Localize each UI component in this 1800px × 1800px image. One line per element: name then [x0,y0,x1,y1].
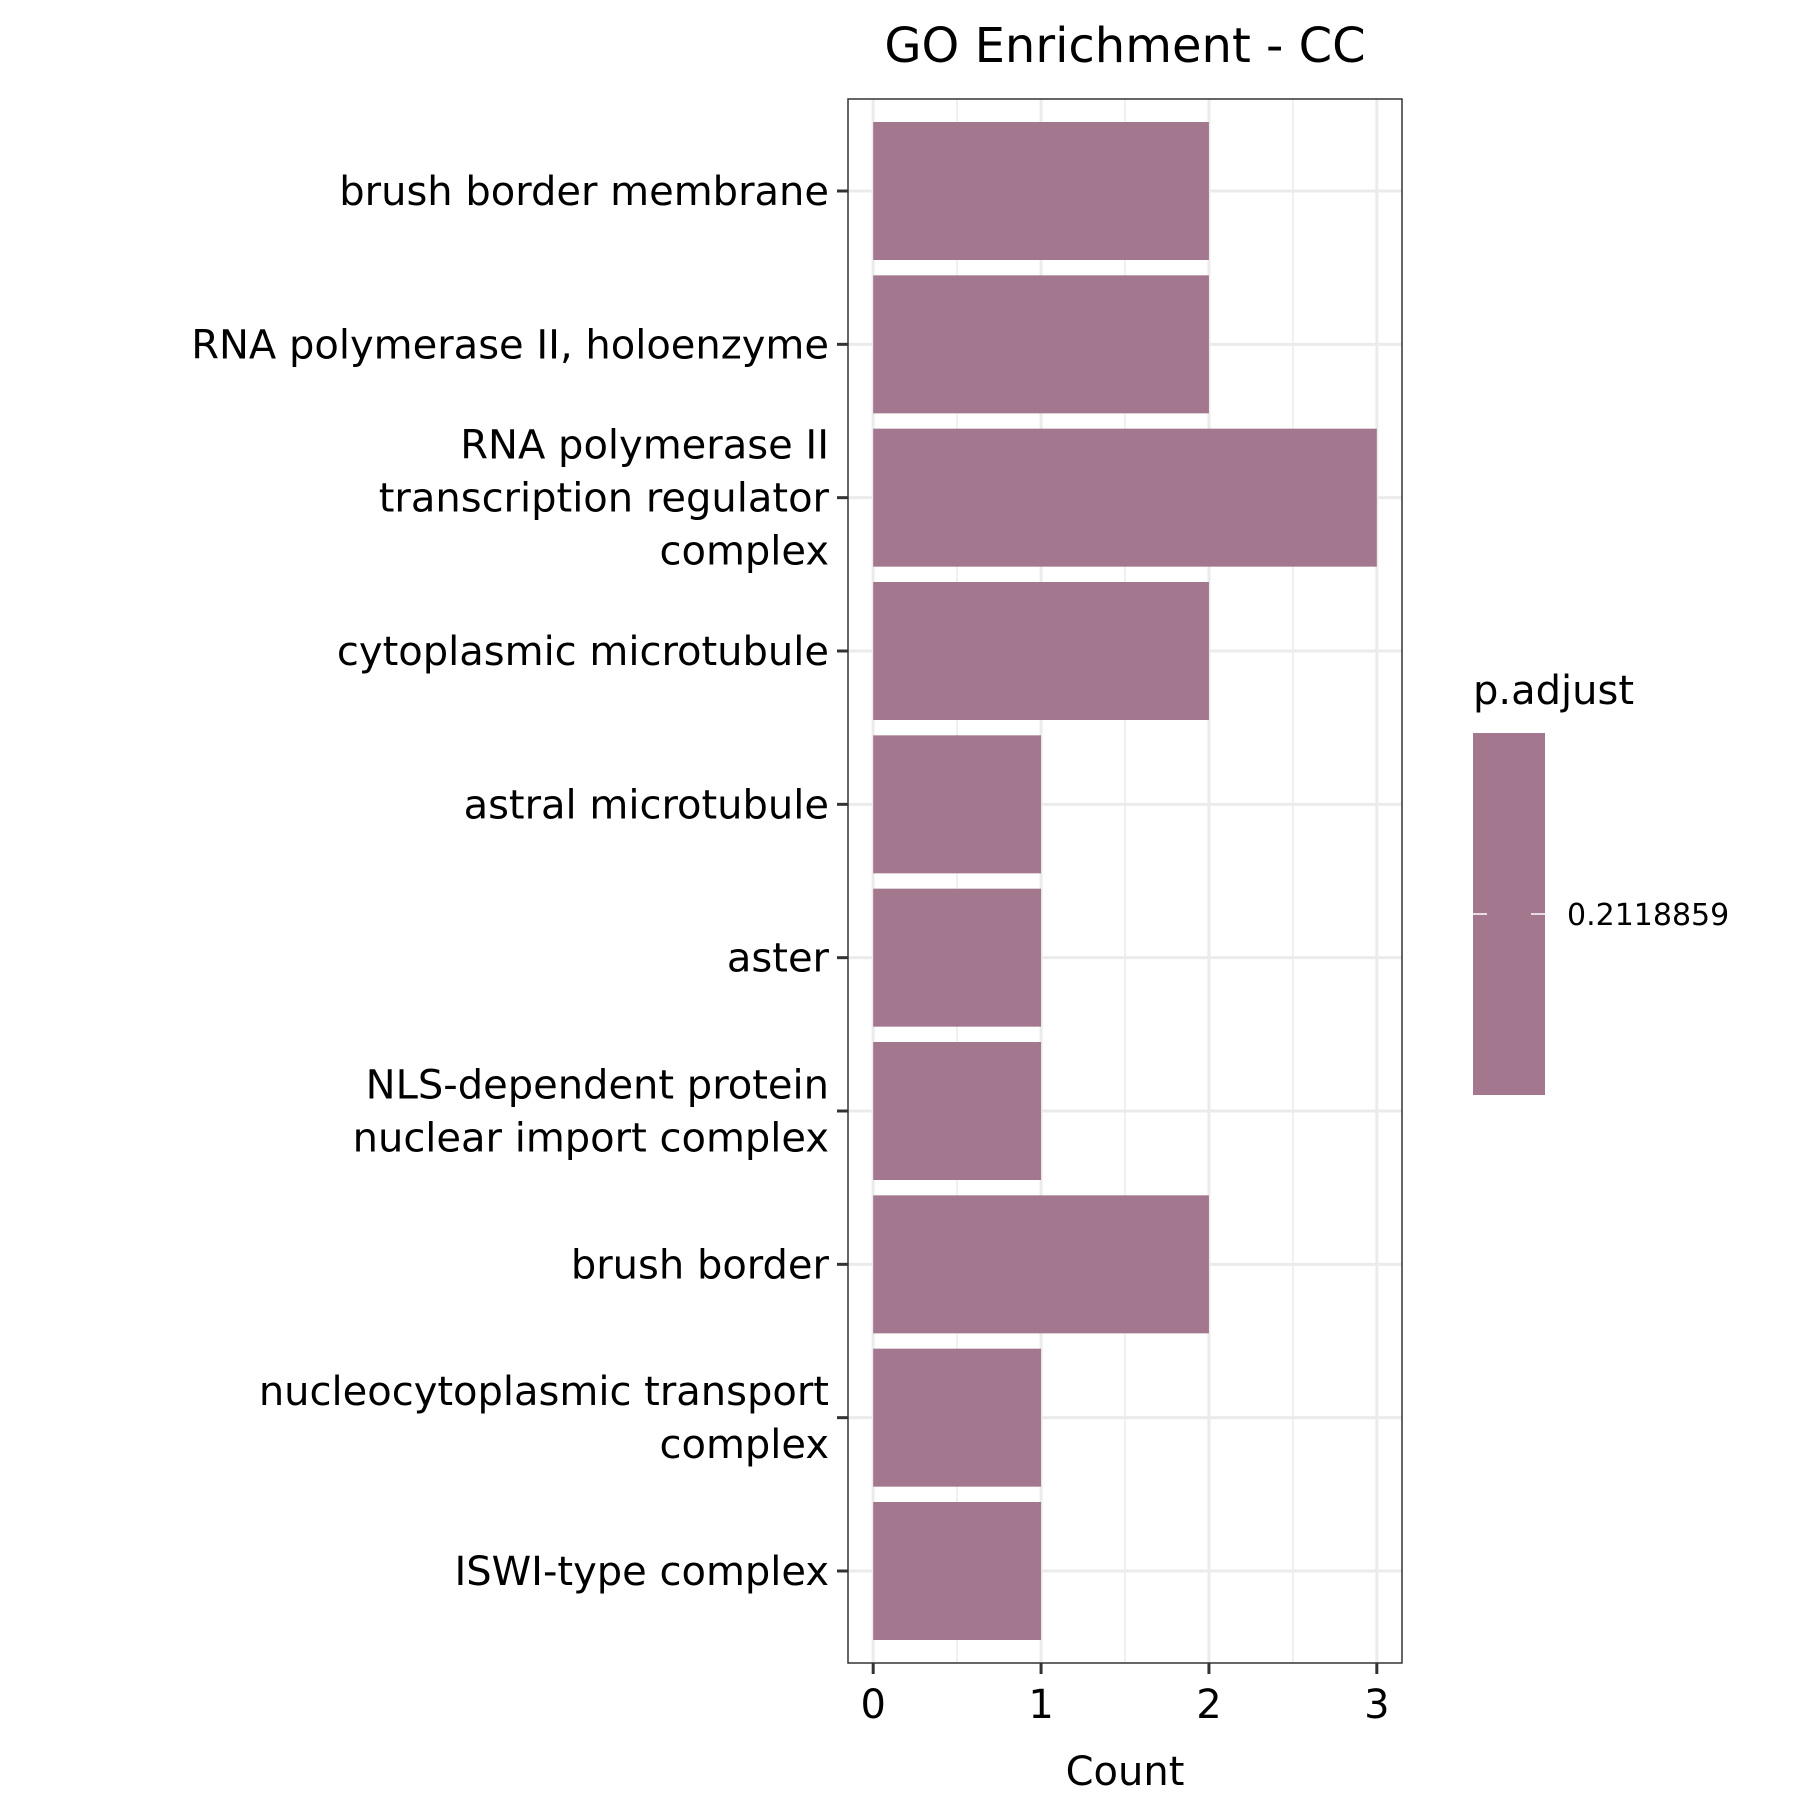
x-tick-label: 1 [1028,1682,1053,1728]
bar [873,1042,1042,1180]
category-label: aster [727,936,830,982]
plot-panel-border [847,98,1403,1664]
x-tick-label: 0 [860,1682,885,1728]
legend-title: p.adjust [1473,668,1634,714]
category-label: cytoplasmic microtubule [337,629,829,675]
category-label: astral microtubule [464,782,829,828]
bar [873,1195,1209,1334]
bars [873,122,1377,1640]
x-tick-label: 2 [1196,1682,1221,1728]
bar [873,275,1209,414]
bar [873,735,1042,874]
bar [873,1502,1042,1640]
category-label: ISWI-type complex [454,1549,829,1595]
bar [873,122,1209,260]
y-axis: brush border membrane RNA polymerase II, … [191,169,848,1595]
category-label: nucleocytoplasmic transport complex [259,1369,829,1468]
chart-title: GO Enrichment - CC [884,18,1365,74]
bar [873,888,1042,1027]
category-label: RNA polymerase II transcription regulator… [379,423,830,575]
bar [873,428,1377,567]
x-axis-title: Count [1066,1749,1185,1795]
x-tick-label: 3 [1364,1682,1389,1728]
x-axis: 0 1 2 3 [860,1663,1390,1728]
category-label: brush border membrane [339,169,829,215]
bar [873,582,1209,720]
bar [873,1348,1042,1487]
category-label: RNA polymerase II, holoenzyme [191,322,829,368]
category-label: NLS-dependent protein nuclear import comp… [353,1063,829,1162]
category-label: brush border [571,1242,830,1288]
legend-label: 0.2118859 [1567,898,1729,933]
legend: p.adjust 0.2118859 [1473,668,1729,1095]
